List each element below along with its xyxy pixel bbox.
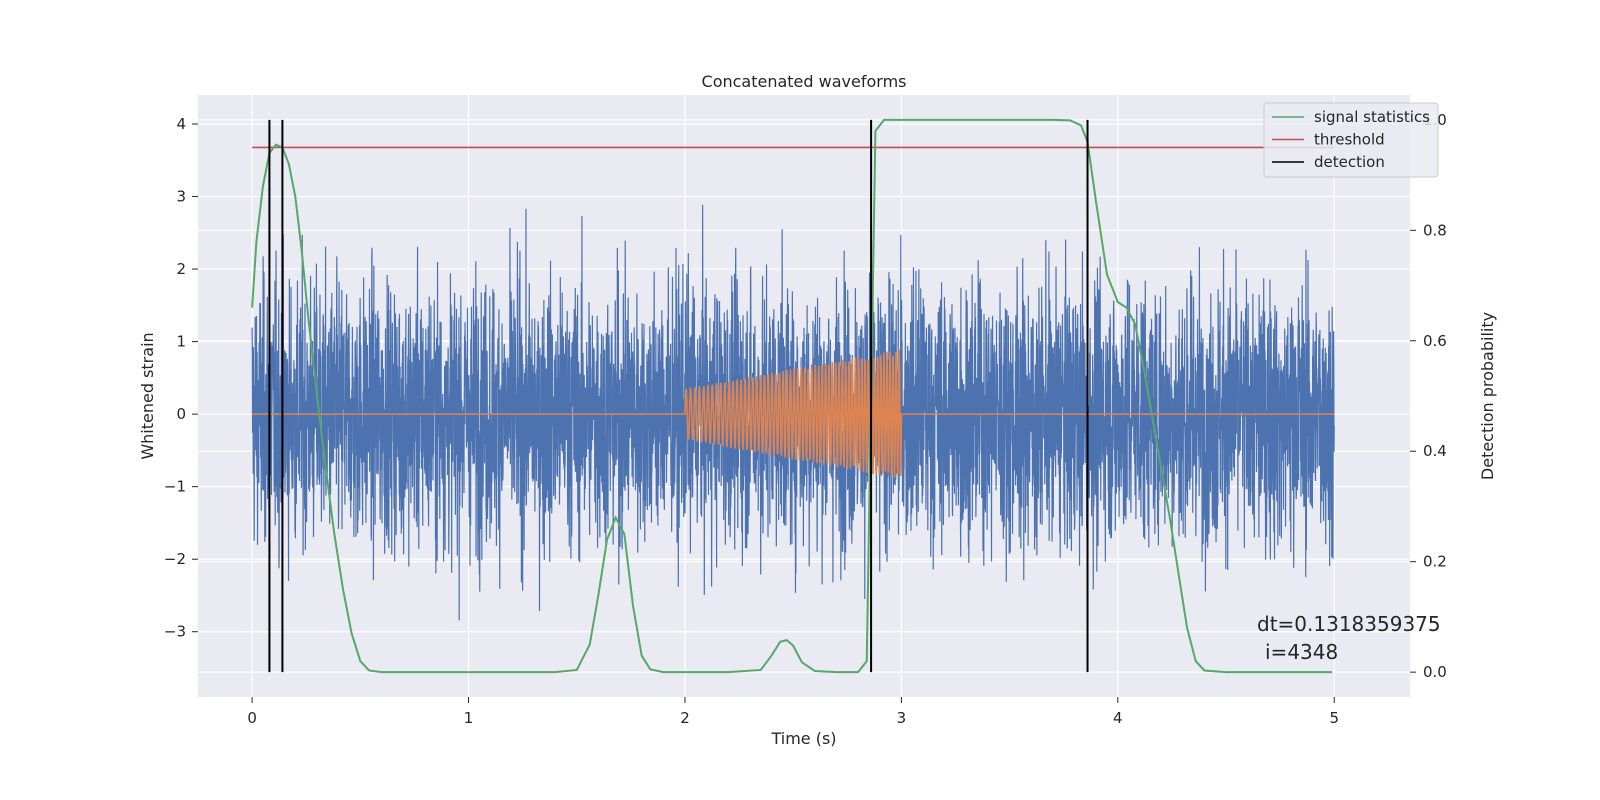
legend-box bbox=[1263, 102, 1439, 178]
right-y-tick-label: 0.6 bbox=[1423, 332, 1447, 350]
x-axis-label: Time (s) bbox=[770, 729, 836, 748]
right-y-tick-label: 0.8 bbox=[1423, 221, 1447, 239]
legend: signal statistics threshold detection bbox=[1263, 102, 1439, 178]
left-y-tick-label: 3 bbox=[176, 188, 186, 206]
x-tick-label: 4 bbox=[1113, 709, 1123, 727]
x-tick-label: 3 bbox=[897, 709, 907, 727]
left-y-tick-label: 2 bbox=[176, 260, 186, 278]
signal-statistics-series bbox=[251, 118, 1333, 674]
left-y-tick-label: −1 bbox=[164, 478, 186, 496]
left-y-tick-label: 1 bbox=[176, 333, 186, 351]
x-tick-label: 5 bbox=[1329, 709, 1339, 727]
strain-noise-series bbox=[251, 204, 1335, 621]
waveform-line bbox=[252, 349, 1335, 479]
x-tick-label: 2 bbox=[680, 709, 690, 727]
signal-statistics-line bbox=[251, 118, 1333, 674]
left-y-tick-label: 0 bbox=[176, 405, 186, 423]
x-axis-ticks: 0 1 2 3 4 5 bbox=[247, 697, 1339, 727]
left-y-tick-label: −2 bbox=[164, 550, 186, 568]
strain-noise-line bbox=[251, 204, 1335, 621]
right-y-tick-label: 0.0 bbox=[1423, 663, 1447, 681]
right-y-tick-label: 0.2 bbox=[1423, 553, 1447, 571]
x-tick-label: 1 bbox=[464, 709, 474, 727]
x-tick-label: 0 bbox=[247, 709, 257, 727]
left-y-tick-label: −3 bbox=[164, 623, 186, 641]
annotation-dt: dt=0.1318359375 bbox=[1257, 612, 1441, 636]
chart-title: Concatenated waveforms bbox=[702, 72, 907, 91]
right-y-tick-label: 0.4 bbox=[1423, 442, 1447, 460]
left-y-axis-label: Whitened strain bbox=[138, 332, 157, 459]
left-y-axis-ticks: −3 −2 −1 0 1 2 3 4 bbox=[164, 115, 198, 641]
right-y-axis-label: Detection probability bbox=[1478, 312, 1497, 480]
detection-lines bbox=[268, 119, 1089, 673]
legend-label-detection: detection bbox=[1314, 153, 1385, 171]
annotation-index: i=4348 bbox=[1265, 640, 1338, 664]
waveform-chirp-series bbox=[252, 349, 1335, 479]
legend-label-signal-statistics: signal statistics bbox=[1314, 108, 1430, 126]
legend-label-threshold: threshold bbox=[1314, 131, 1385, 149]
left-y-tick-label: 4 bbox=[176, 115, 186, 133]
